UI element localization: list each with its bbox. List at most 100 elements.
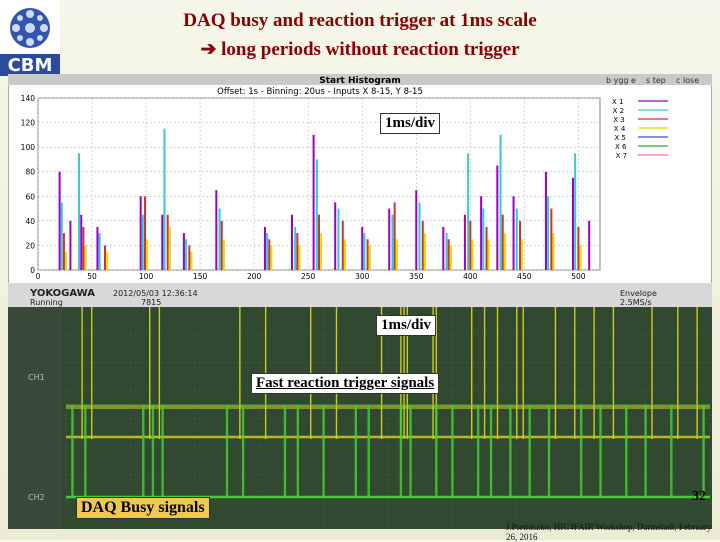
histogram-bar <box>312 134 315 270</box>
legend-entry: X 2 <box>613 107 624 115</box>
histogram-bar <box>482 208 485 270</box>
histogram-bar <box>141 214 144 270</box>
histogram-bar <box>188 245 191 270</box>
histogram-bar <box>337 208 340 270</box>
busy-pulse <box>509 405 512 497</box>
busy-pulse <box>670 405 673 497</box>
histogram-bar <box>139 196 142 270</box>
histogram-bar <box>182 233 185 270</box>
histogram-bar <box>78 153 81 270</box>
brand-label: YOKOGAWA <box>29 288 95 299</box>
histogram-bar <box>341 220 344 270</box>
histogram-bar <box>222 239 225 270</box>
busy-pulse <box>489 405 493 497</box>
busy-pulse <box>476 405 480 497</box>
x-tick-label: 100 <box>139 272 154 281</box>
busy-pulse <box>451 405 454 497</box>
y-tick-label: 20 <box>25 241 35 250</box>
histogram-bar <box>296 233 299 270</box>
histogram-bar <box>298 245 301 270</box>
scope-grid <box>65 307 711 529</box>
x-tick-label: 400 <box>463 272 478 281</box>
logo-emblem <box>10 8 50 48</box>
envelope-value: 2.5MS/s <box>620 298 652 307</box>
histogram-bar <box>544 171 547 270</box>
histogram-bar <box>447 239 450 270</box>
histogram-bar <box>503 233 506 270</box>
histogram-bar <box>343 239 346 270</box>
histogram-bar <box>215 190 218 270</box>
histogram-bar <box>69 220 72 270</box>
histogram-bar <box>577 227 580 270</box>
histogram-bar <box>418 202 421 270</box>
histogram-bar <box>62 233 65 270</box>
trigger-baseline-band <box>66 405 710 409</box>
histogram-bar <box>80 214 83 270</box>
slide-title-line2: ➔ long periods without reaction trigger <box>0 38 720 61</box>
histogram-bar <box>98 233 101 270</box>
histogram-bar <box>185 239 188 270</box>
arrow-icon: ➔ <box>200 39 217 60</box>
histogram-bar <box>168 227 171 270</box>
page-number: 32 <box>692 489 706 504</box>
histogram-bar <box>218 208 221 270</box>
busy-pulse <box>399 405 403 497</box>
histogram-bar <box>393 202 396 270</box>
x-tick-label: 200 <box>247 272 262 281</box>
x-tick-label: 450 <box>517 272 532 281</box>
histogram-bar <box>361 227 364 270</box>
histogram-window-title: Start Histogram <box>319 76 401 86</box>
button-step[interactable]: s tep <box>646 76 666 85</box>
y-tick-label: 40 <box>25 217 35 226</box>
histogram-bar <box>521 239 524 270</box>
histogram-bar <box>58 171 61 270</box>
histogram-window: Start Histogram b ygg e s tep c lose Off… <box>8 74 712 307</box>
busy-pulse <box>702 405 705 497</box>
x-tick-label: 500 <box>571 272 586 281</box>
busy-pulse <box>367 405 370 497</box>
button-bygge[interactable]: b ygg e <box>606 76 636 85</box>
histogram-bar <box>395 239 398 270</box>
histogram-bar <box>146 239 149 270</box>
histogram-bar <box>104 245 107 270</box>
histogram-y-ticks: 0 20 40 60 80 100 120 140 <box>21 94 36 275</box>
footer-citation: J.Pietraszko, HIC4FAIR Workshop, Darmsta… <box>506 522 712 542</box>
histogram-bar <box>96 227 99 270</box>
histogram-bar <box>315 159 318 270</box>
button-close[interactable]: c lose <box>676 76 699 85</box>
busy-pulse <box>296 405 300 497</box>
busy-pulse <box>241 405 245 497</box>
histogram-bar <box>366 239 369 270</box>
histogram-bar <box>391 214 394 270</box>
histogram-bar <box>266 233 269 270</box>
histogram-bar <box>588 220 591 270</box>
histogram-bar <box>294 227 297 270</box>
histogram-bar <box>190 251 193 270</box>
busy-pulse <box>71 405 74 497</box>
histogram-header: Offset: 1s - Binning: 20us - Inputs X 8-… <box>217 87 423 97</box>
sub-label: 7815 <box>141 298 161 307</box>
histogram-bar <box>268 239 271 270</box>
histogram-bar <box>166 214 169 270</box>
envelope-label: Envelope <box>620 289 657 298</box>
busy-pulse <box>283 405 287 497</box>
histogram-bar <box>320 233 323 270</box>
busy-pulse <box>142 405 145 497</box>
histogram-bar <box>368 245 371 270</box>
histogram-bar <box>574 153 577 270</box>
histogram-bar <box>363 233 366 270</box>
histogram-bar <box>60 202 63 270</box>
legend-entry: X 6 <box>615 143 627 151</box>
legend-entry: X 7 <box>616 152 627 160</box>
histogram-bar <box>487 239 490 270</box>
histogram-bar <box>421 220 424 270</box>
histogram-bar <box>220 220 223 270</box>
busy-pulse <box>528 405 531 497</box>
busy-pulse <box>644 405 647 497</box>
histogram-bars <box>58 128 591 270</box>
histogram-bar <box>463 214 466 270</box>
x-tick-label: 150 <box>193 272 208 281</box>
busy-pulse <box>322 405 325 497</box>
histogram-legend: X 1X 2X 3X 4X 5X 6X 7 <box>612 98 668 160</box>
x-tick-label: 50 <box>87 272 97 281</box>
